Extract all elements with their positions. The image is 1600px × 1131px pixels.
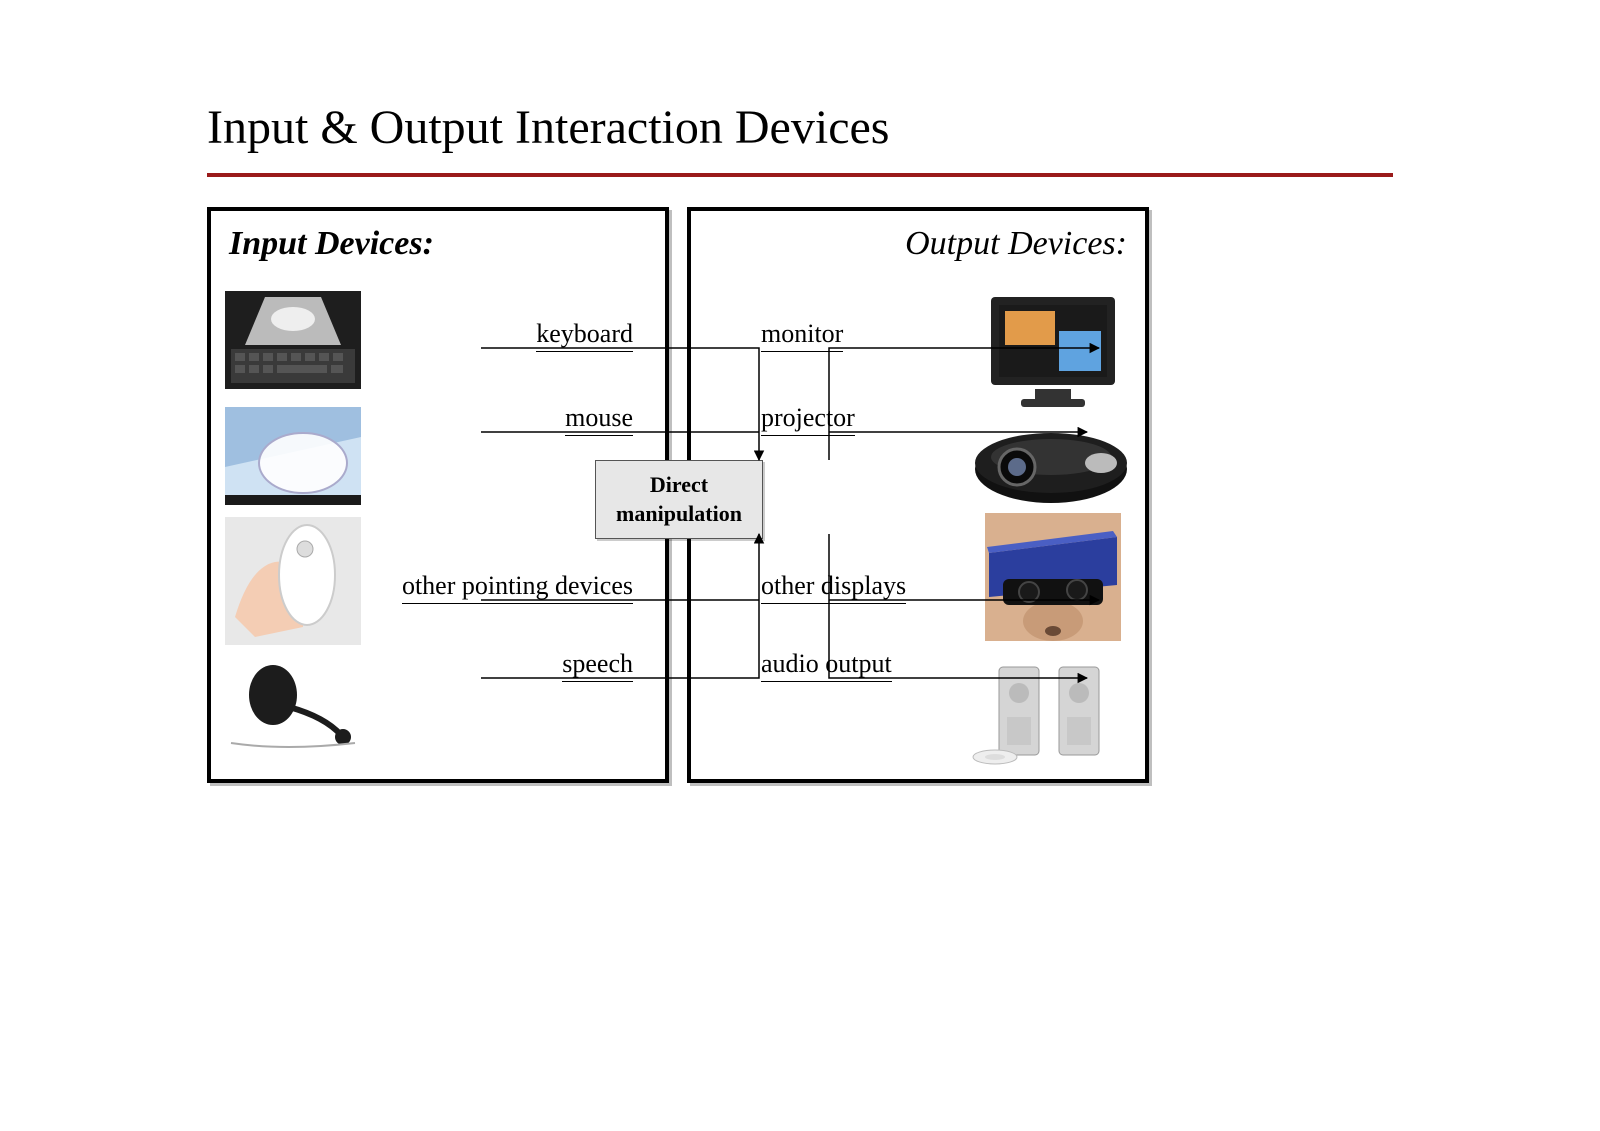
hmd-thumb <box>985 513 1121 641</box>
projector-thumb <box>971 423 1131 509</box>
label-mouse: mouse <box>565 403 633 436</box>
slide-title: Input & Output Interaction Devices <box>207 100 1393 163</box>
center-line1: Direct <box>650 472 708 497</box>
label-keyboard: keyboard <box>536 319 633 352</box>
label-pointing: other pointing devices <box>402 571 633 604</box>
input-panel-title: Input Devices: <box>211 211 665 269</box>
speakers-thumb <box>969 649 1129 769</box>
pointing-thumb <box>225 517 361 645</box>
label-projector: projector <box>761 403 855 436</box>
output-panel-title: Output Devices: <box>691 211 1145 269</box>
label-other-displays: other displays <box>761 571 906 604</box>
slide: Input & Output Interaction Devices Input… <box>207 100 1393 787</box>
mouse-thumb <box>225 407 361 505</box>
label-speech: speech <box>562 649 633 682</box>
label-monitor: monitor <box>761 319 843 352</box>
panels-container: Input Devices: keyboard mouse other poin… <box>207 207 1393 787</box>
center-line2: manipulation <box>616 501 742 526</box>
headset-thumb <box>225 657 361 755</box>
keyboard-thumb <box>225 291 361 389</box>
monitor-thumb <box>985 291 1121 411</box>
title-underline <box>207 173 1393 177</box>
direct-manipulation-box: Direct manipulation <box>595 460 763 539</box>
label-audio: audio output <box>761 649 892 682</box>
